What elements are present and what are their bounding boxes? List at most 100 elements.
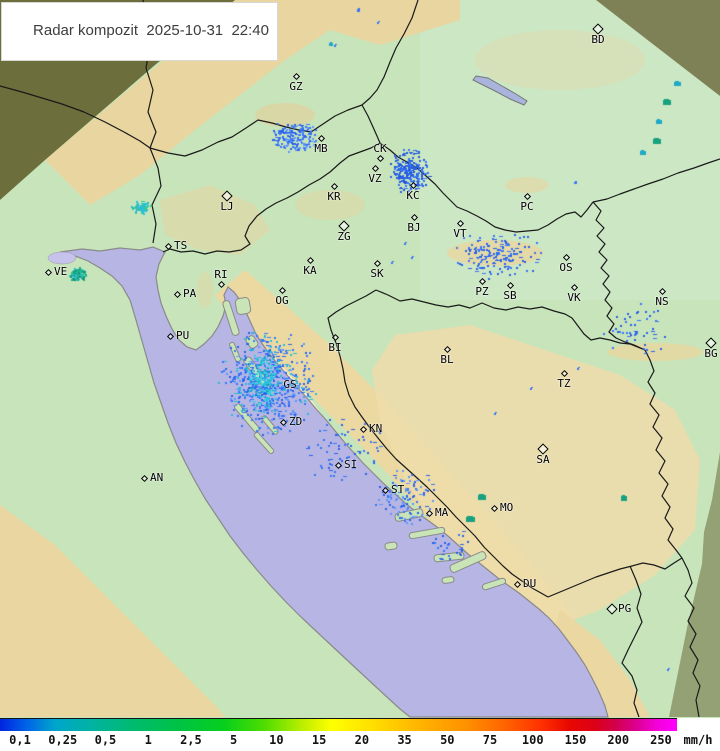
city-label-tz: TZ xyxy=(557,377,571,390)
city-marker-st-icon xyxy=(381,486,389,494)
city-label-vt: VT xyxy=(453,227,467,240)
city-marker-gz-icon xyxy=(292,72,300,80)
city-marker-tz-icon xyxy=(560,369,568,377)
city-label-gz: GZ xyxy=(289,80,303,93)
city-marker-kc-icon xyxy=(409,181,417,189)
legend-value: 0,25 xyxy=(48,733,78,747)
city-marker-pg-icon xyxy=(606,603,618,615)
city-label-ve: VE xyxy=(54,265,68,278)
map-title-text: Radar kompozit 2025-10-31 22:40 xyxy=(33,22,269,39)
city-marker-bj-icon xyxy=(410,213,418,221)
precipitation-legend: 0,1 0,25 0,5 1 2,5 5 10 15 20 35 50 75 100 150 200 250 m… xyxy=(0,718,720,751)
legend-value: 75 xyxy=(482,733,498,747)
legend-value: 150 xyxy=(564,733,587,747)
city-marker-ri-icon xyxy=(217,280,225,288)
city-label-pc: PC xyxy=(520,200,534,213)
city-label-kr: KR xyxy=(327,190,341,203)
legend-color-bar xyxy=(0,718,677,731)
city-label-ns: NS xyxy=(655,295,669,308)
city-label-bg: BG xyxy=(704,347,718,360)
city-marker-ve-icon xyxy=(44,268,52,276)
city-marker-ma-icon xyxy=(425,509,433,517)
city-label-kc: KC xyxy=(406,189,420,202)
city-marker-zd-icon xyxy=(279,418,287,426)
city-label-sk: SK xyxy=(370,267,384,280)
city-marker-ns-icon xyxy=(658,287,666,295)
city-label-si: SI xyxy=(344,458,358,471)
city-label-pu: PU xyxy=(176,329,190,342)
legend-value: 250 xyxy=(650,733,672,747)
city-marker-pz-icon xyxy=(478,277,486,285)
city-marker-og-icon xyxy=(278,286,286,294)
city-marker-bi-icon xyxy=(331,333,339,341)
city-marker-si-icon xyxy=(334,461,342,469)
city-label-vk: VK xyxy=(567,291,581,304)
city-marker-vk-icon xyxy=(570,283,578,291)
city-label-bj: BJ xyxy=(407,221,421,234)
legend-value: 5 xyxy=(230,733,238,747)
city-marker-kn-icon xyxy=(359,425,367,433)
city-label-st: ST xyxy=(391,483,405,496)
city-marker-vz-icon xyxy=(371,164,379,172)
legend-value: 20 xyxy=(354,733,370,747)
legend-value: 1 xyxy=(144,733,152,747)
city-markers-layer: VE TS PA PU AN LJ KR GZ MB BD ZG CK VZ KC KA RI OG SK BJ VT… xyxy=(44,23,718,615)
city-marker-mb-icon xyxy=(317,134,325,142)
legend-value: 0,1 xyxy=(9,733,31,747)
legend-unit: mm/h xyxy=(683,733,713,747)
city-label-sb: SB xyxy=(503,289,517,302)
radar-echoes-layer xyxy=(0,0,720,718)
legend-value: 10 xyxy=(269,733,284,747)
radar-map: VE TS PA PU AN LJ KR GZ MB BD ZG CK VZ KC KA RI OG SK BJ VT… xyxy=(0,0,720,718)
city-marker-pc-icon xyxy=(523,192,531,200)
legend-value: 0,5 xyxy=(94,733,117,747)
city-marker-sk-icon xyxy=(373,259,381,267)
city-marker-kr-icon xyxy=(330,182,338,190)
city-label-pg: PG xyxy=(618,602,632,615)
city-label-bi: BI xyxy=(328,341,342,354)
city-marker-pa-icon xyxy=(173,290,181,298)
city-label-zg: ZG xyxy=(337,230,351,243)
city-marker-mo-icon xyxy=(490,504,498,512)
legend-value: 100 xyxy=(521,733,544,747)
legend-value: 50 xyxy=(440,733,455,747)
legend-value: 15 xyxy=(311,733,327,747)
city-label-lj: LJ xyxy=(220,200,234,213)
legend-tick-labels: 0,1 0,25 0,5 1 2,5 5 10 15 20 35 50 75 100 150 200 250 m… xyxy=(0,731,720,751)
city-label-zd: ZD xyxy=(289,415,303,428)
city-marker-ck-icon xyxy=(376,154,384,162)
city-label-os: OS xyxy=(559,261,573,274)
city-marker-bl-icon xyxy=(443,345,451,353)
city-marker-ka-icon xyxy=(306,256,314,264)
legend-value: 35 xyxy=(397,733,412,747)
city-label-kn: KN xyxy=(369,422,383,435)
city-label-ck: CK xyxy=(373,142,387,155)
map-title-bar: Radar kompozit 2025-10-31 22:40 xyxy=(1,2,278,61)
city-marker-an-icon xyxy=(140,474,148,482)
legend-value: 2,5 xyxy=(180,733,202,747)
city-label-gs: GS xyxy=(283,378,297,391)
legend-value: 200 xyxy=(607,733,630,747)
city-label-ka: KA xyxy=(303,264,317,277)
city-label-pz: PZ xyxy=(475,285,489,298)
city-marker-pu-icon xyxy=(166,332,174,340)
city-label-bl: BL xyxy=(440,353,454,366)
city-label-sa: SA xyxy=(536,453,550,466)
city-label-pa: PA xyxy=(183,287,197,300)
city-marker-ts-icon xyxy=(164,242,172,250)
city-label-an: AN xyxy=(150,471,164,484)
city-label-og: OG xyxy=(275,294,289,307)
city-label-ri: RI xyxy=(214,268,228,281)
city-label-mo: MO xyxy=(500,501,514,514)
city-label-ts: TS xyxy=(174,239,188,252)
city-marker-du-icon xyxy=(513,580,521,588)
city-label-bd: BD xyxy=(591,33,605,46)
city-marker-os-icon xyxy=(562,253,570,261)
city-label-vz: VZ xyxy=(368,172,382,185)
city-label-ma: MA xyxy=(435,506,449,519)
city-marker-vt-icon xyxy=(456,219,464,227)
city-label-mb: MB xyxy=(314,142,328,155)
city-marker-sb-icon xyxy=(506,281,514,289)
city-label-du: DU xyxy=(523,577,537,590)
